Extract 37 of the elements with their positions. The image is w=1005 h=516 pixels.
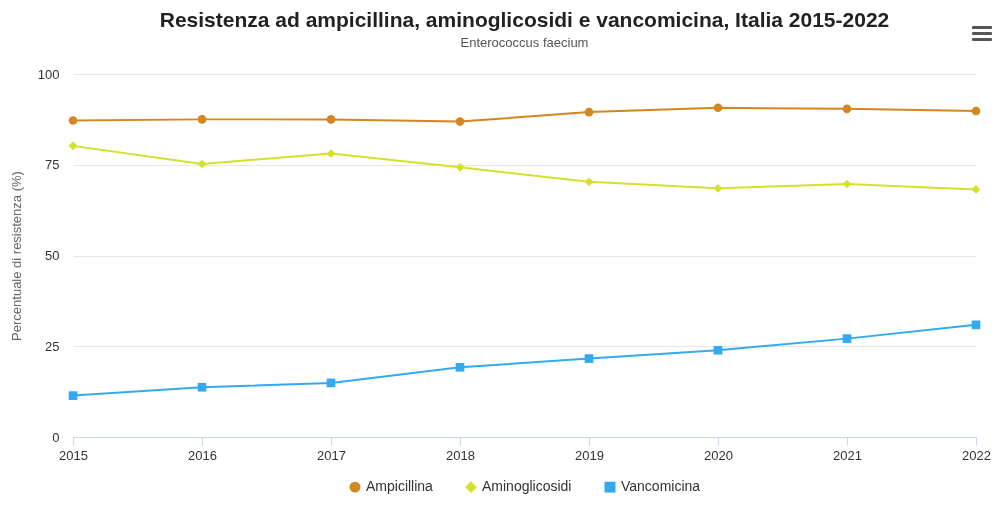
y-tick-label: 0: [52, 429, 60, 445]
x-tick-label: 2020: [704, 447, 733, 463]
x-tick-label: 2018: [446, 447, 475, 463]
point: [197, 115, 207, 124]
point: [68, 391, 78, 400]
point: [842, 179, 852, 189]
y-tick-label: 25: [45, 338, 60, 354]
x-tick-label: 2022: [962, 447, 991, 463]
y-tick-label: 100: [37, 66, 60, 82]
point: [584, 107, 594, 117]
x-tick-label: 2017: [317, 447, 346, 463]
point: [713, 345, 723, 355]
x-tick-label: 2021: [833, 447, 862, 463]
point: [455, 162, 465, 172]
y-tick-label: 75: [45, 157, 60, 173]
point: [842, 334, 852, 343]
point: [326, 115, 336, 124]
x-tick-label: 2016: [188, 447, 217, 463]
y-axis-title: Percentuale di resistenza (%): [8, 171, 24, 341]
point: [197, 159, 207, 169]
point: [68, 141, 78, 151]
legend-label: Ampicillina: [366, 478, 434, 495]
point: [455, 117, 465, 126]
point: [584, 177, 594, 187]
point: [455, 362, 465, 372]
point: [68, 116, 78, 125]
chart-title: Resistenza ad ampicillina, aminoglicosidi e vancomicina, Italia 2015-2022: [159, 8, 890, 31]
x-tick-label: 2019: [575, 447, 604, 463]
legend-label: Aminoglicosidi: [482, 478, 572, 495]
point: [584, 354, 594, 363]
chart-subtitle: Enterococcus faecium: [460, 35, 589, 50]
y-tick-label: 50: [45, 248, 60, 263]
x-tick-label: 2015: [59, 447, 88, 463]
legend-label: Vancomicina: [621, 478, 701, 495]
point: [713, 103, 723, 113]
point: [842, 104, 852, 114]
point: [197, 382, 207, 392]
